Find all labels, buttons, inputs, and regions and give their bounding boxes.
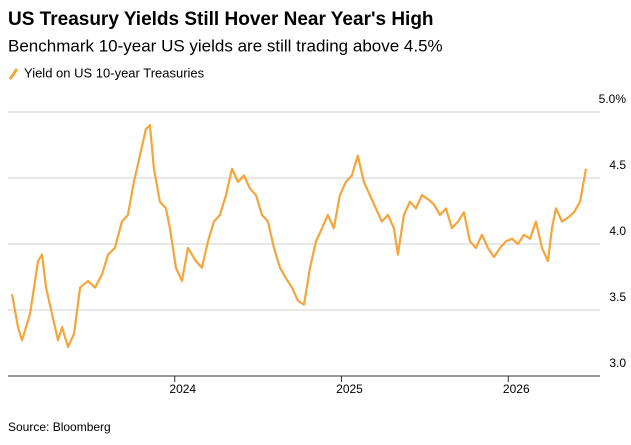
y-tick-label: 4.0: [609, 224, 626, 238]
chart-subtitle: Benchmark 10-year US yields are still tr…: [8, 36, 443, 55]
x-tick-label: 2026: [503, 382, 530, 396]
legend-label: Yield on US 10-year Treasuries: [24, 65, 205, 80]
y-tick-label: 3.0: [609, 356, 626, 370]
legend-swatch: [8, 68, 19, 80]
chart-title: US Treasury Yields Still Hover Near Year…: [8, 9, 434, 30]
y-tick-label: 4.5: [609, 158, 626, 172]
x-tick-label: 2024: [169, 382, 196, 396]
y-tick-label: 3.5: [609, 290, 626, 304]
line: [10, 124, 588, 349]
x-tick-label: 2025: [336, 382, 363, 396]
source: Source: Bloomberg: [8, 420, 111, 434]
y-tick-label: 5.0%: [599, 92, 627, 106]
